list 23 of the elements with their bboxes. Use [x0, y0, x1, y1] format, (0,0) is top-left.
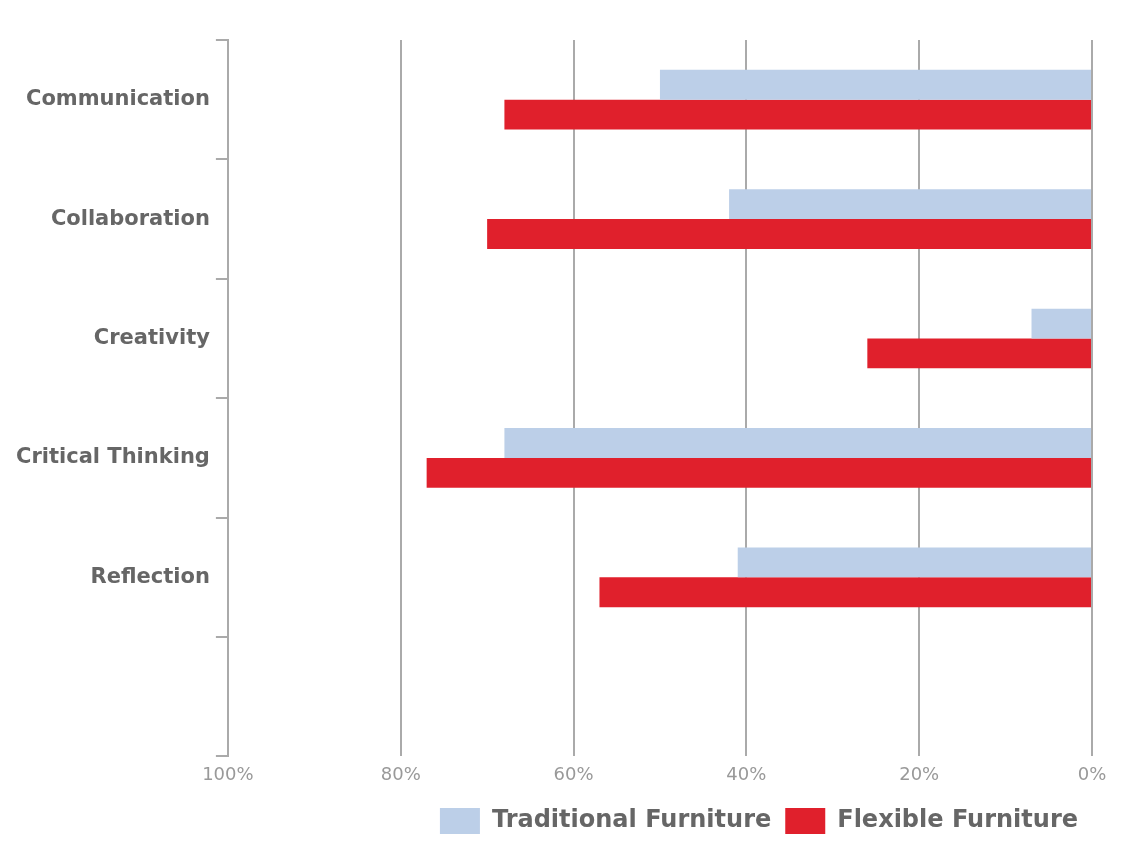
- x-tick-label: 100%: [202, 762, 254, 784]
- bar: [504, 428, 1091, 458]
- legend-label: Traditional Furniture: [491, 805, 772, 834]
- y-tick-label: Reflection: [90, 563, 210, 588]
- y-tick-label: Creativity: [93, 324, 211, 349]
- bar: [504, 99, 1091, 130]
- bar: [1031, 308, 1091, 339]
- x-tick-label: 0%: [1077, 762, 1107, 784]
- y-tick-label: Communication: [25, 86, 210, 111]
- x-tick-label: 20%: [899, 762, 940, 784]
- x-tick-label: 80%: [380, 762, 421, 784]
- bar: [487, 219, 1091, 249]
- bar: [737, 547, 1091, 578]
- bar: [729, 189, 1091, 220]
- x-tick-label: 40%: [726, 762, 767, 784]
- y-tick-label: Collaboration: [50, 205, 210, 230]
- bar: [867, 338, 1091, 369]
- bar: [426, 457, 1091, 488]
- x-tick-label: 60%: [553, 762, 594, 784]
- legend-label: Flexible Furniture: [837, 805, 1078, 834]
- y-tick-label: Critical Thinking: [16, 444, 210, 469]
- bar: [659, 69, 1091, 100]
- bar: [599, 577, 1091, 608]
